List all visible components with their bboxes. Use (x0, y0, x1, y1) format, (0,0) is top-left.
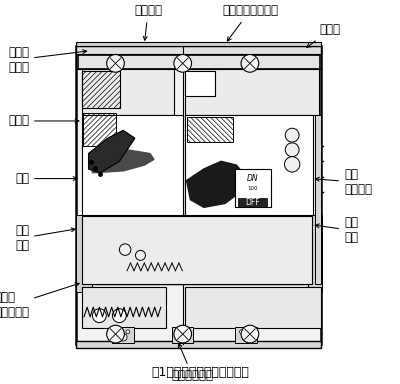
Text: 引外しボタン: 引外しボタン (171, 343, 213, 382)
Circle shape (241, 325, 259, 343)
Text: ベース: ベース (8, 114, 79, 127)
Bar (315, 115, 321, 284)
Bar (82, 71, 120, 108)
Bar (76, 341, 321, 348)
Bar (78, 55, 320, 69)
Text: エネルギー吸収体: エネルギー吸収体 (222, 4, 278, 41)
Circle shape (240, 330, 243, 334)
Bar (82, 216, 312, 284)
Text: 開閉
機構: 開閉 機構 (15, 224, 75, 252)
Circle shape (179, 333, 186, 341)
Text: 過電流
引外し装置: 過電流 引外し装置 (0, 283, 79, 319)
Circle shape (119, 244, 131, 255)
Circle shape (241, 55, 259, 72)
Circle shape (174, 325, 192, 343)
Bar (234, 169, 271, 207)
Circle shape (285, 128, 299, 142)
Bar (185, 287, 321, 328)
Bar (82, 71, 120, 108)
Polygon shape (89, 131, 135, 173)
Bar (83, 113, 116, 146)
Text: カバー: カバー (307, 23, 340, 48)
Bar (186, 117, 233, 142)
Bar (76, 42, 321, 46)
Bar (238, 198, 267, 207)
Bar (76, 54, 321, 69)
Text: 第1図　配線用遮断器の構造: 第1図 配線用遮断器の構造 (151, 366, 249, 379)
Bar (82, 71, 120, 108)
Text: DFF: DFF (246, 198, 260, 207)
Bar (76, 46, 321, 344)
Circle shape (92, 309, 106, 323)
Bar (82, 115, 184, 215)
Circle shape (174, 55, 192, 72)
Circle shape (176, 330, 180, 334)
Bar (308, 215, 322, 292)
Bar (83, 113, 116, 146)
Circle shape (285, 143, 299, 157)
Circle shape (107, 55, 124, 72)
Text: 対抗
グリッド: 対抗 グリッド (315, 169, 372, 196)
Bar (82, 69, 174, 115)
Circle shape (242, 333, 250, 341)
Bar (82, 287, 166, 328)
Circle shape (107, 325, 124, 343)
Text: 消弧装置: 消弧装置 (134, 4, 162, 40)
Circle shape (119, 333, 127, 341)
Bar (83, 113, 116, 146)
Bar (235, 327, 257, 343)
Text: DN: DN (247, 174, 259, 183)
Circle shape (136, 250, 146, 260)
Circle shape (112, 309, 126, 323)
Bar (172, 327, 194, 343)
Bar (313, 115, 320, 215)
Bar (185, 115, 313, 215)
Circle shape (117, 330, 120, 334)
Circle shape (284, 157, 300, 172)
Circle shape (186, 330, 189, 334)
Text: アーク
ランナ: アーク ランナ (8, 46, 87, 73)
Bar (185, 71, 215, 96)
Bar (186, 117, 233, 142)
Text: 開閉
機構: 開閉 機構 (315, 217, 358, 244)
Bar (112, 327, 134, 343)
Polygon shape (89, 131, 135, 173)
Bar (185, 69, 319, 115)
Bar (76, 215, 92, 292)
Polygon shape (90, 150, 154, 173)
Text: 100: 100 (248, 185, 258, 191)
Text: 接点: 接点 (15, 172, 77, 185)
Circle shape (249, 330, 253, 334)
Bar (76, 46, 321, 55)
Bar (186, 117, 233, 142)
Polygon shape (186, 161, 246, 207)
Circle shape (126, 330, 130, 334)
